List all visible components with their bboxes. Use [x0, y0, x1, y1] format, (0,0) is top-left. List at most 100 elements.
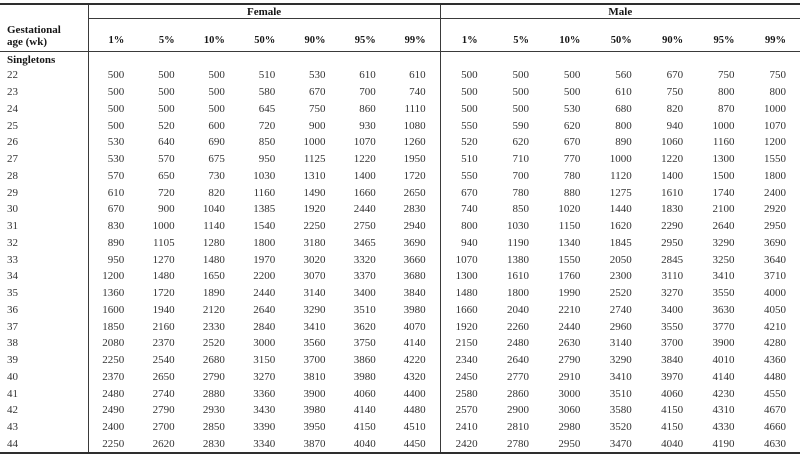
- male-value-cell: 620: [512, 136, 529, 149]
- female-value-cell: 1490: [303, 186, 326, 199]
- female-value-cell: 610: [389, 67, 441, 84]
- table-row: 22 500 500 500 510 530 610 610 500 500 500 560 670 75…: [0, 67, 800, 84]
- male-value-cell: 750: [718, 69, 735, 82]
- male-value-cell: 1610: [661, 186, 684, 199]
- female-value-cell: 500: [158, 86, 175, 99]
- male-value-cell: 2770: [506, 370, 529, 383]
- male-value-cell: 2410: [455, 421, 478, 434]
- female-value-cell: 3560: [303, 337, 326, 350]
- female-value-cell: 610: [107, 186, 125, 199]
- female-value-cell: 2200: [253, 270, 276, 283]
- table-row: 23 500 500 500 580 670 700 740 500 500 500 610 750 80…: [0, 83, 800, 101]
- male-value-cell: 680: [615, 102, 632, 115]
- male-value-cell: 2810: [506, 421, 529, 434]
- female-value-cell: 900: [308, 119, 326, 132]
- female-value-cell: 860: [359, 102, 376, 115]
- male-value-cell: 500: [461, 86, 478, 99]
- female-value-cell: 1160: [253, 186, 276, 199]
- section-label-singletons: Singletons: [0, 51, 89, 67]
- female-value-cell: 4140: [389, 335, 441, 352]
- male-value-cell: 1220: [661, 153, 684, 166]
- female-value-cell: 3400: [353, 287, 376, 300]
- female-value-cell: 2650: [152, 370, 175, 383]
- female-value-cell: 3465: [353, 236, 376, 249]
- female-value-cell: 2640: [253, 303, 276, 316]
- group-header-female: Female: [88, 4, 441, 19]
- female-value-cell: 1800: [253, 236, 276, 249]
- male-value-cell: 620: [563, 119, 581, 132]
- male-value-cell: 800: [718, 86, 735, 99]
- male-value-cell: 3520: [609, 421, 632, 434]
- female-value-cell: 4450: [389, 435, 441, 454]
- male-value-cell: 1380: [506, 253, 529, 266]
- percentile-header-male-99pct: 99%: [748, 18, 800, 52]
- female-value-cell: 1920: [303, 203, 326, 216]
- male-value-cell: 4040: [661, 437, 684, 450]
- female-value-cell: 690: [208, 136, 225, 149]
- female-value-cell: 850: [258, 136, 276, 149]
- percentile-header-female-90pct: 90%: [289, 18, 340, 52]
- percentile-header-female-50pct: 50%: [238, 18, 290, 52]
- male-value-cell: 2630: [558, 337, 581, 350]
- male-value-cell: 1200: [764, 136, 786, 149]
- female-value-cell: 1030: [253, 169, 276, 182]
- section-spacer-male: [440, 52, 800, 68]
- male-value-cell: 2640: [712, 220, 735, 233]
- male-value-cell: 4670: [764, 404, 786, 417]
- table-row: 44 2250 2620 2830 3340 3870 4040 4450 2420 2780 29…: [0, 435, 800, 454]
- male-value-cell: 1020: [558, 203, 581, 216]
- male-value-cell: 800: [615, 119, 632, 132]
- table-row: 34 1200 1480 1650 2200 3070 3370 3680 1300 1610 17…: [0, 268, 800, 285]
- female-value-cell: 500: [158, 69, 175, 82]
- table-row: 39 2250 2540 2680 3150 3700 3860 4220 2340 2640 27…: [0, 351, 800, 369]
- percentile-header-male-95pct: 95%: [697, 18, 749, 52]
- percentile-header-female-99pct: 99%: [389, 18, 441, 52]
- female-value-cell: 580: [258, 86, 276, 99]
- female-value-cell: 730: [208, 169, 225, 182]
- female-value-cell: 3980: [303, 404, 326, 417]
- male-value-cell: 1760: [558, 270, 581, 283]
- male-value-cell: 2570: [455, 404, 478, 417]
- male-value-cell: 2950: [764, 220, 786, 233]
- male-value-cell: 740: [461, 203, 478, 216]
- male-value-cell: 850: [512, 203, 529, 216]
- male-value-cell: 1800: [764, 169, 786, 182]
- female-value-cell: 1000: [303, 136, 326, 149]
- female-value-cell: 520: [158, 119, 175, 132]
- female-value-cell: 3510: [353, 303, 376, 316]
- female-value-cell: 3900: [303, 387, 326, 400]
- female-value-cell: 610: [359, 69, 376, 82]
- male-value-cell: 4280: [764, 337, 786, 350]
- male-value-cell: 2780: [506, 437, 529, 450]
- female-value-cell: 720: [258, 119, 276, 132]
- female-value-cell: 2440: [253, 287, 276, 300]
- male-value-cell: 2845: [661, 253, 684, 266]
- male-value-cell: 3060: [558, 404, 581, 417]
- gestational-age-cell: 35: [0, 284, 89, 302]
- female-value-cell: 1220: [353, 153, 376, 166]
- male-value-cell: 1550: [764, 153, 786, 166]
- female-value-cell: 1125: [303, 153, 326, 166]
- female-value-cell: 1310: [303, 169, 326, 182]
- gestational-age-cell: 37: [0, 318, 89, 335]
- female-value-cell: 3660: [389, 251, 441, 268]
- female-value-cell: 3870: [303, 437, 326, 450]
- female-value-cell: 2680: [202, 354, 225, 367]
- female-value-cell: 500: [208, 86, 225, 99]
- male-value-cell: 890: [615, 136, 632, 149]
- percentile-header-male-10pct: 10%: [542, 18, 595, 52]
- male-value-cell: 1740: [712, 186, 735, 199]
- male-value-cell: 2150: [455, 337, 478, 350]
- male-value-cell: 800: [461, 220, 478, 233]
- female-value-cell: 3810: [303, 370, 326, 383]
- gestational-age-cell: 29: [0, 184, 89, 201]
- male-value-cell: 2520: [609, 287, 632, 300]
- gestational-age-cell: 39: [0, 351, 89, 369]
- male-value-cell: 3640: [764, 253, 786, 266]
- female-value-cell: 820: [208, 186, 225, 199]
- male-value-cell: 1190: [507, 236, 529, 249]
- male-value-cell: 800: [769, 86, 787, 99]
- male-value-cell: 4050: [764, 303, 786, 316]
- female-value-cell: 1890: [202, 287, 225, 300]
